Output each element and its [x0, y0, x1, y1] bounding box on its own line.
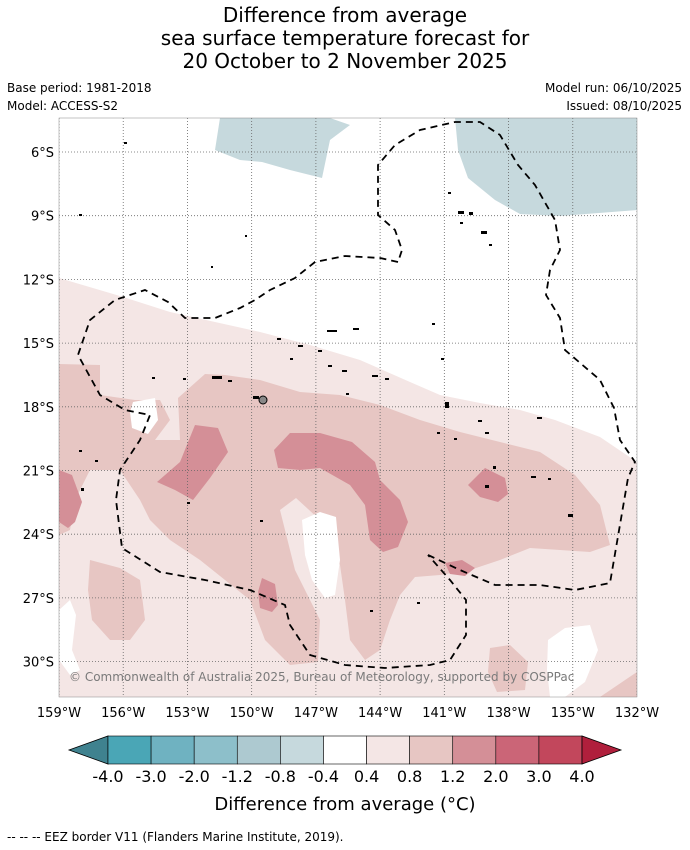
- warm-anomaly-1-2-far-west: [59, 470, 82, 528]
- colorbar-extend-high: [581, 735, 623, 765]
- title-line-3: 20 October to 2 November 2025: [182, 49, 508, 73]
- cool-anomaly-east: [455, 118, 637, 216]
- latitude-label: 18°S: [23, 401, 54, 416]
- longitude-label: 135°W: [551, 706, 595, 721]
- colorbar-segment: [150, 735, 195, 765]
- neutral-patch-sw: [59, 600, 80, 675]
- colorbar-tick-label: -3.0: [135, 767, 166, 786]
- colorbar-tick-label: 4.0: [569, 767, 594, 786]
- colorbar-tick-label: 0.4: [354, 767, 379, 786]
- title-line-2: sea surface temperature forecast for: [160, 26, 530, 50]
- base-period: Base period: 1981-2018: [7, 81, 152, 95]
- model-name: Model: ACCESS-S2: [7, 99, 119, 113]
- islands: [79, 142, 573, 612]
- colorbar-segment: [193, 735, 238, 765]
- colorbar-tick-label: -2.0: [179, 767, 210, 786]
- latitude-label: 9°S: [31, 210, 54, 225]
- colorbar-tick-label: -0.8: [265, 767, 296, 786]
- warm-anomaly-0-8-corner: [600, 672, 637, 697]
- longitude-label: 150°W: [230, 706, 274, 721]
- warm-anomaly-1-2-west: [157, 425, 228, 500]
- latitude-label: 12°S: [23, 273, 54, 288]
- map-frame: [58, 117, 638, 698]
- longitude-label: 156°W: [101, 706, 145, 721]
- longitude-labels: 159°W 156°W 153°W 150°W 147°W 144°W 141°W 138°W…: [37, 706, 659, 721]
- longitude-label: 144°W: [358, 706, 402, 721]
- longitude-label: 141°W: [422, 706, 466, 721]
- warm-anomaly-0-8-se: [488, 645, 528, 692]
- latitude-label: 27°S: [23, 592, 54, 607]
- title-line-1: Difference from average: [222, 3, 468, 27]
- neutral-patch-centre: [302, 512, 340, 598]
- map-plot-area: [59, 118, 637, 697]
- colorbar-tick-label: 2.0: [483, 767, 508, 786]
- eez-border: [77, 121, 637, 669]
- warm-anomaly-1-2-south: [258, 578, 278, 612]
- latitude-label: 30°S: [23, 656, 54, 671]
- eez-legend: -- -- -- EEZ border V11 (Flanders Marine…: [7, 830, 344, 844]
- colorbar-tick-label: -1.2: [222, 767, 253, 786]
- colorbar-tick-label: 0.8: [397, 767, 422, 786]
- latitude-label: 24°S: [23, 528, 54, 543]
- colorbar-segment: [236, 735, 281, 765]
- colorbar-segment: [323, 735, 367, 765]
- colorbar-segment: [452, 735, 497, 765]
- colorbar-segment: [366, 735, 410, 765]
- colorbar-extend-low: [67, 735, 109, 765]
- colorbar-title: Difference from average (°C): [214, 794, 476, 815]
- colorbar-tick-label: 3.0: [526, 767, 551, 786]
- longitude-label: 159°W: [37, 706, 81, 721]
- meta-left: Base period: 1981-2018 Model: ACCESS-S2: [7, 79, 152, 115]
- latitude-label: 6°S: [31, 146, 54, 161]
- copyright-text: © Commonwealth of Australia 2025, Bureau…: [69, 670, 574, 684]
- colorbar-segment: [280, 735, 324, 765]
- warm-anomaly-0-8-sw: [88, 560, 145, 640]
- latitude-labels: 6°S 9°S 12°S 15°S 18°S 21°S 24°S 27°S 30°S: [23, 146, 54, 671]
- longitude-label: 147°W: [294, 706, 338, 721]
- colorbar-tick-label: -4.0: [92, 767, 123, 786]
- colorbar: -4.0 -3.0 -2.0 -1.2 -0.8 -0.4 0.4 0.8 1.2 2.0 3.0 4…: [67, 735, 623, 786]
- map-gridlines: [59, 118, 637, 697]
- warm-anomaly-1-2-small: [445, 560, 475, 576]
- model-run: Model run: 06/10/2025: [544, 81, 682, 95]
- map-title: Difference from average sea surface temp…: [0, 4, 690, 73]
- colorbar-tick-label: -0.4: [308, 767, 339, 786]
- colorbar-segment: [107, 735, 152, 765]
- longitude-label: 138°W: [486, 706, 530, 721]
- issued-date: Issued: 08/10/2025: [566, 99, 682, 113]
- meta-right: Model run: 06/10/2025 Issued: 08/10/2025: [545, 79, 682, 115]
- colorbar-segment: [409, 735, 454, 765]
- colorbar-segment: [495, 735, 540, 765]
- colorbar-segment: [538, 735, 583, 765]
- longitude-label: 153°W: [165, 706, 209, 721]
- longitude-label: 132°W: [615, 706, 659, 721]
- latitude-label: 15°S: [23, 337, 54, 352]
- colorbar-tick-label: 1.2: [440, 767, 465, 786]
- warm-anomaly-1-2-centre: [274, 433, 408, 552]
- latitude-label: 21°S: [23, 465, 54, 480]
